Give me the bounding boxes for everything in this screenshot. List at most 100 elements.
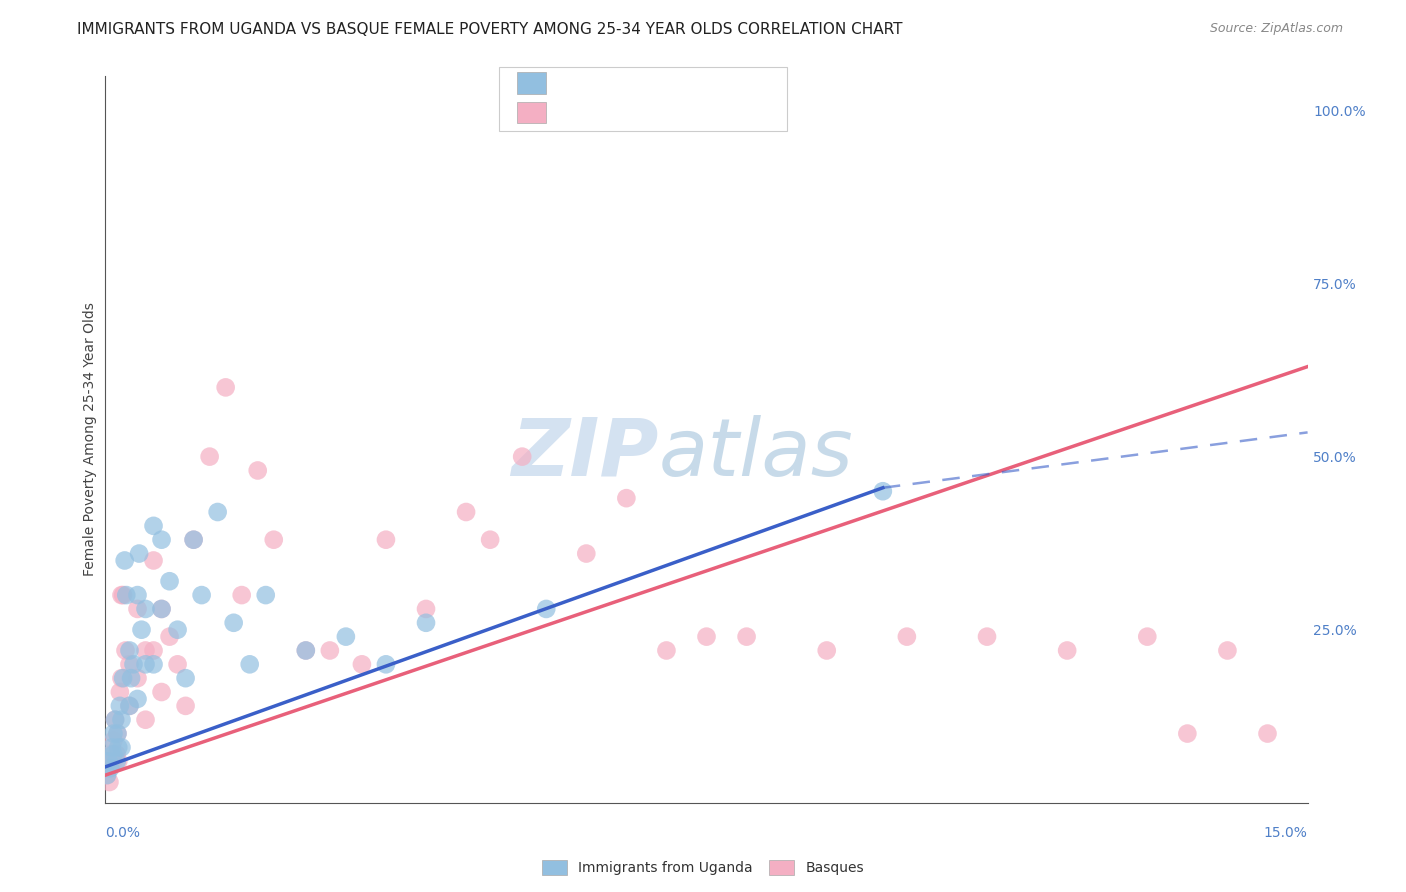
- Text: Source: ZipAtlas.com: Source: ZipAtlas.com: [1209, 22, 1343, 36]
- Point: [166, 623, 188, 637]
- Point: [96, 768, 118, 782]
- Text: N =: N =: [636, 105, 669, 120]
- Point: [454, 505, 477, 519]
- Point: [107, 726, 129, 740]
- Point: [174, 671, 197, 685]
- Point: [104, 713, 127, 727]
- Point: [135, 643, 157, 657]
- Point: [655, 643, 678, 657]
- Point: [575, 547, 598, 561]
- Point: [108, 698, 131, 713]
- Point: [350, 657, 373, 672]
- Text: 0.0%: 0.0%: [105, 826, 141, 839]
- Point: [100, 747, 122, 762]
- Text: ZIP: ZIP: [510, 415, 658, 493]
- Point: [246, 463, 269, 477]
- Point: [159, 630, 181, 644]
- Text: IMMIGRANTS FROM UGANDA VS BASQUE FEMALE POVERTY AMONG 25-34 YEAR OLDS CORRELATIO: IMMIGRANTS FROM UGANDA VS BASQUE FEMALE …: [77, 22, 903, 37]
- Point: [872, 484, 894, 499]
- Point: [150, 533, 173, 547]
- Point: [118, 698, 141, 713]
- Point: [135, 657, 157, 672]
- Point: [107, 754, 129, 768]
- Point: [150, 685, 173, 699]
- Point: [114, 643, 136, 657]
- Point: [103, 754, 125, 768]
- Point: [96, 768, 118, 782]
- Point: [110, 588, 132, 602]
- Point: [97, 754, 120, 768]
- Point: [415, 602, 437, 616]
- Point: [127, 588, 149, 602]
- Point: [112, 588, 135, 602]
- Text: 0.490: 0.490: [585, 105, 628, 120]
- Point: [135, 602, 157, 616]
- Point: [142, 643, 165, 657]
- Point: [118, 657, 141, 672]
- Point: [142, 553, 165, 567]
- Point: [896, 630, 918, 644]
- Point: [976, 630, 998, 644]
- Point: [183, 533, 205, 547]
- Point: [110, 740, 132, 755]
- Point: [118, 698, 141, 713]
- Point: [263, 533, 285, 547]
- Point: [128, 547, 150, 561]
- Point: [616, 491, 638, 505]
- Point: [510, 450, 533, 464]
- Text: N =: N =: [636, 76, 669, 90]
- Point: [415, 615, 437, 630]
- Text: 15.0%: 15.0%: [1264, 826, 1308, 839]
- Point: [1056, 643, 1078, 657]
- Point: [374, 657, 398, 672]
- Point: [98, 775, 121, 789]
- Point: [183, 533, 205, 547]
- Point: [174, 698, 197, 713]
- Point: [120, 671, 142, 685]
- Point: [98, 761, 121, 775]
- Point: [231, 588, 253, 602]
- Text: R =: R =: [554, 76, 588, 90]
- Text: 0.468: 0.468: [585, 76, 628, 90]
- Point: [150, 602, 173, 616]
- Point: [112, 671, 135, 685]
- Point: [110, 671, 132, 685]
- Point: [127, 602, 149, 616]
- Point: [214, 380, 236, 394]
- Point: [108, 685, 131, 699]
- Point: [207, 505, 229, 519]
- Point: [127, 671, 149, 685]
- Point: [239, 657, 262, 672]
- Point: [97, 754, 120, 768]
- Text: R =: R =: [554, 105, 588, 120]
- Point: [107, 740, 129, 755]
- Point: [103, 733, 125, 747]
- Point: [295, 643, 318, 657]
- Point: [118, 643, 141, 657]
- Point: [735, 630, 758, 644]
- Point: [1216, 643, 1239, 657]
- Point: [122, 657, 145, 672]
- Point: [135, 713, 157, 727]
- Point: [190, 588, 212, 602]
- Point: [335, 630, 357, 644]
- Point: [142, 519, 165, 533]
- Point: [105, 747, 128, 762]
- Point: [1177, 726, 1199, 740]
- Point: [254, 588, 277, 602]
- Point: [103, 747, 125, 762]
- Point: [127, 692, 149, 706]
- Point: [103, 726, 125, 740]
- Y-axis label: Female Poverty Among 25-34 Year Olds: Female Poverty Among 25-34 Year Olds: [83, 302, 97, 576]
- Point: [107, 726, 129, 740]
- Point: [104, 713, 127, 727]
- Point: [114, 553, 136, 567]
- Point: [534, 602, 557, 616]
- Point: [295, 643, 318, 657]
- Point: [198, 450, 221, 464]
- Point: [1257, 726, 1279, 740]
- Legend: Immigrants from Uganda, Basques: Immigrants from Uganda, Basques: [536, 855, 870, 880]
- Point: [479, 533, 502, 547]
- Text: 55: 55: [669, 105, 689, 120]
- Point: [131, 623, 153, 637]
